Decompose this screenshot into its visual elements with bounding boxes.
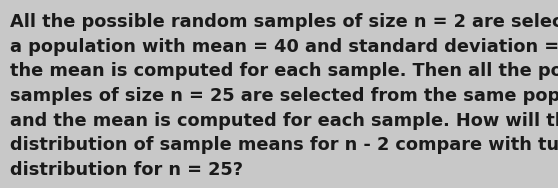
Text: distribution for n = 25?: distribution for n = 25?: [10, 161, 243, 179]
Text: distribution of sample means for n - 2 compare with tubes: distribution of sample means for n - 2 c…: [10, 136, 558, 154]
Text: and the mean is computed for each sample. How will the: and the mean is computed for each sample…: [10, 112, 558, 130]
Text: All the possible random samples of size n = 2 are selected from: All the possible random samples of size …: [10, 13, 558, 31]
Text: samples of size n = 25 are selected from the same population: samples of size n = 25 are selected from…: [10, 87, 558, 105]
Text: the mean is computed for each sample. Then all the possible: the mean is computed for each sample. Th…: [10, 62, 558, 80]
Text: a population with mean = 40 and standard deviation = 10 and: a population with mean = 40 and standard…: [10, 38, 558, 56]
